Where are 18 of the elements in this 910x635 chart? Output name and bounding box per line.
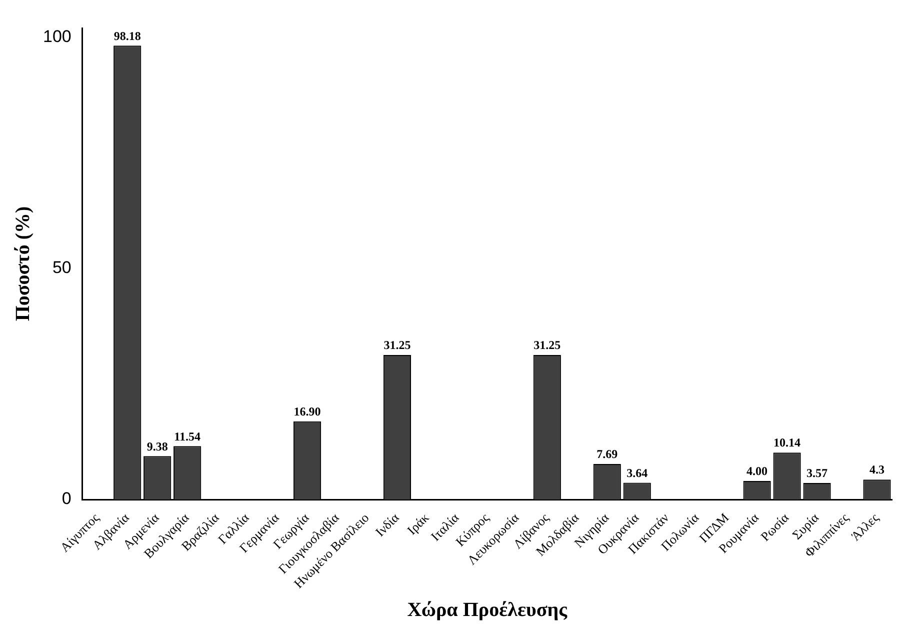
data-label: 3.64 [626, 466, 648, 480]
data-label: 11.54 [174, 429, 200, 444]
x-tick-label: Ιράκ [404, 510, 432, 538]
y-tick-label: 0 [62, 489, 72, 508]
data-label: 9.38 [146, 439, 168, 454]
y-axis-title: Ποσοστό (%) [12, 206, 34, 322]
data-label: 4.3 [870, 462, 885, 477]
data-label: 16.90 [294, 404, 321, 418]
data-label: 3.57 [806, 466, 828, 480]
data-label: 7.69 [596, 447, 618, 462]
data-label: 4.00 [746, 464, 768, 478]
x-axis-title: Χώρα Προέλευσης [407, 599, 568, 622]
data-label: 10.14 [774, 436, 801, 450]
data-label: 31.25 [534, 338, 561, 352]
y-tick-label: 50 [52, 258, 72, 278]
data-label: 31.25 [384, 338, 411, 352]
y-tick-label: 100 [42, 26, 72, 46]
data-label: 98.18 [114, 28, 141, 43]
